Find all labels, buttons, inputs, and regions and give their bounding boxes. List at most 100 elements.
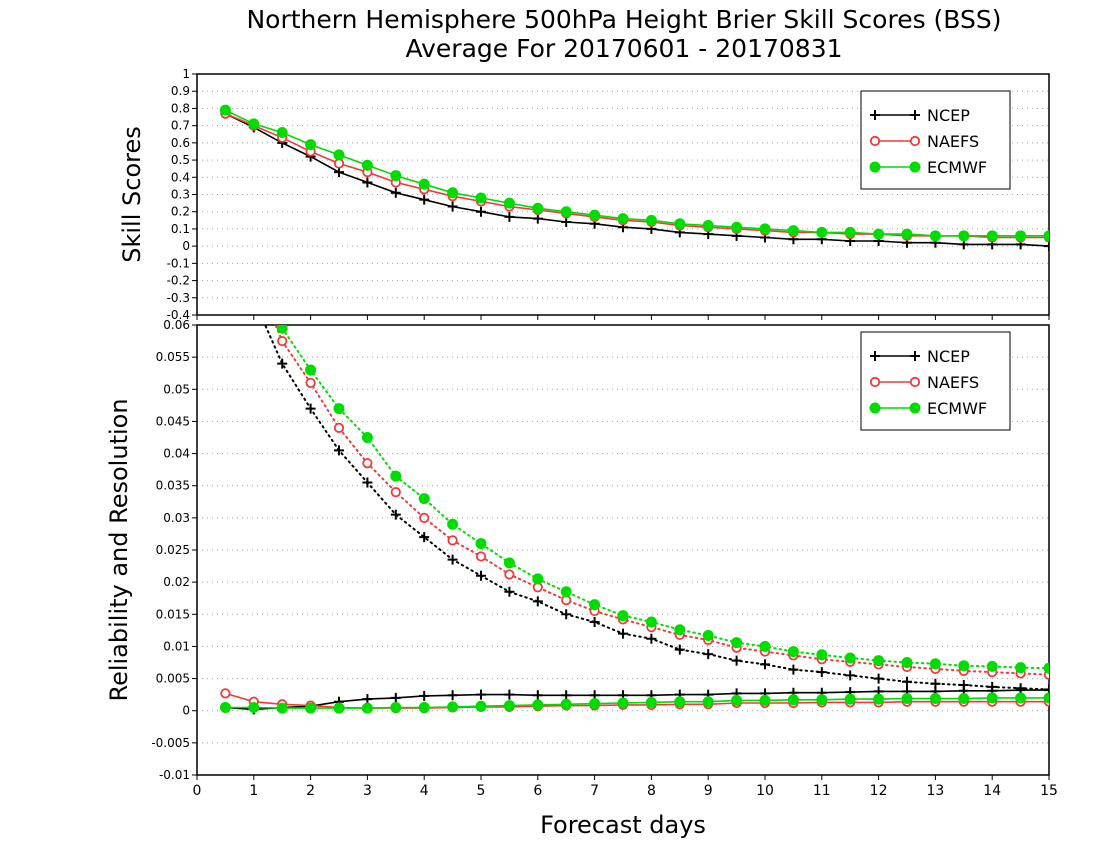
legend-marker — [870, 351, 880, 361]
legend: NCEP NAEFS ECMWF — [860, 331, 1011, 431]
series-ncep-resolution-point — [305, 403, 316, 414]
series-ncep-resolution-point — [334, 445, 344, 456]
series-ecmwf-point — [248, 118, 260, 130]
series-ncep-resolution-point — [362, 477, 373, 488]
series-ecmwf-reliability-point — [219, 702, 231, 713]
y-tick-label: 0.05 — [163, 382, 190, 396]
series-ncep-resolution-point — [277, 358, 288, 369]
series-naefs-resolution-point — [419, 512, 430, 523]
series-ncep-point — [362, 177, 373, 188]
series-ecmwf-reliability-point — [447, 701, 459, 713]
y-tick-label: 0.8 — [171, 101, 190, 115]
series-ncep-resolution-point — [532, 596, 543, 607]
y-tick-label: 0.015 — [156, 607, 190, 621]
series-ecmwf-point — [816, 226, 828, 238]
series-ecmwf-resolution-point — [333, 403, 345, 415]
legend-marker — [869, 135, 881, 147]
x-tick-label: 10 — [756, 783, 774, 799]
series-naefs-resolution-point — [390, 487, 401, 498]
plot-area — [219, 325, 1049, 715]
series-ecmwf-reliability-line — [225, 697, 1049, 709]
series-ecmwf-point — [958, 230, 970, 242]
series-ecmwf-resolution-point — [645, 616, 657, 628]
y-tick-label: 0.6 — [171, 136, 190, 150]
series-ecmwf-resolution-point — [560, 586, 572, 598]
legend-label-ecmwf: ECMWF — [927, 158, 987, 177]
series-ecmwf-reliability-point — [731, 694, 743, 706]
series-ecmwf-point — [1043, 230, 1049, 242]
series-ncep-resolution-point — [618, 628, 628, 639]
y-tick-label: -0.2 — [167, 274, 190, 288]
series-naefs-resolution-point — [333, 422, 345, 433]
series-ncep-point — [476, 206, 486, 217]
y-tick-label: 0.025 — [156, 543, 190, 557]
series-ecmwf-reliability-point — [674, 696, 686, 708]
series-ncep-reliability-point — [419, 690, 430, 701]
legend-marker — [909, 402, 921, 414]
y-tick-label: -0.1 — [167, 256, 190, 270]
y-tick-label: 0.035 — [156, 479, 190, 493]
series-ncep-point — [447, 201, 458, 212]
legend-label-ncep: NCEP — [927, 106, 970, 125]
x-tick-label: 13 — [926, 783, 944, 799]
y-tick-label: 0.9 — [171, 84, 190, 98]
y-tick-label: 0.06 — [163, 318, 190, 332]
x-tick-label: 6 — [533, 783, 542, 799]
series-ecmwf-point — [447, 187, 459, 199]
x-tick-label: 0 — [193, 783, 202, 799]
legend-label-ecmwf: ECMWF — [927, 399, 987, 418]
x-tick-label: 12 — [870, 783, 888, 799]
y-tick-label: 0 — [182, 239, 190, 253]
series-ecmwf-resolution-point — [929, 658, 941, 670]
legend: NCEP NAEFS ECMWF — [860, 90, 1011, 190]
series-ecmwf-resolution-point — [986, 660, 998, 672]
series-naefs-resolution-point — [277, 335, 288, 347]
series-ncep-reliability-point — [1044, 685, 1049, 696]
y-tick-label: 0 — [182, 704, 190, 718]
chart-title: Northern Hemisphere 500hPa Height Brier … — [246, 5, 1001, 34]
series-ncep-reliability-point — [390, 692, 401, 703]
series-ecmwf-resolution-point — [589, 599, 601, 611]
series-ecmwf-reliability-point — [361, 702, 373, 714]
x-tick-label: 8 — [647, 783, 656, 799]
series-naefs-resolution-point — [305, 377, 316, 388]
series-ncep-reliability-line — [225, 689, 1049, 711]
series-ncep-resolution-point — [646, 633, 657, 644]
series-ecmwf-point — [787, 225, 799, 237]
legend-box — [860, 331, 1011, 431]
series-ecmwf-resolution-point — [390, 470, 402, 482]
series-ecmwf-resolution-point — [503, 557, 515, 569]
y-axis-label: Reliability and Resolution — [105, 398, 133, 701]
y-tick-label: -0.005 — [151, 736, 190, 750]
series-ecmwf-resolution-point — [361, 432, 373, 443]
series-ecmwf-point — [333, 149, 345, 161]
y-tick-label: -0.01 — [159, 768, 190, 782]
series-ecmwf-point — [645, 214, 657, 226]
series-ecmwf-resolution-point — [731, 637, 743, 649]
series-ncep-resolution-point — [447, 554, 458, 565]
series-ecmwf-resolution-point — [276, 325, 288, 334]
legend-marker — [870, 110, 880, 120]
series-ecmwf-reliability-point — [844, 693, 856, 705]
legend-marker — [910, 110, 920, 120]
series-ecmwf-reliability-point — [901, 693, 913, 704]
top-panel-skill-scores: -0.4 -0.3 -0.2 -0.1 0 0.1 0.2 0.3 0.4 0.5 0.6 0.7 0.… — [118, 67, 1050, 322]
series-ecmwf-point — [731, 221, 743, 233]
series-ecmwf-resolution-point — [305, 364, 317, 376]
series-ncep-point — [532, 213, 543, 224]
x-tick-label: 5 — [477, 783, 486, 799]
series-ecmwf-point — [617, 213, 629, 225]
x-tick-label: 11 — [813, 783, 831, 799]
series-ecmwf-point — [219, 104, 231, 116]
series-ecmwf-resolution-point — [873, 655, 885, 667]
series-ecmwf-resolution-point — [418, 493, 430, 505]
series-ecmwf-reliability-point — [873, 693, 885, 705]
series-ncep-reliability-point — [476, 689, 486, 700]
series-ecmwf-point — [986, 230, 998, 242]
legend-label-naefs: NAEFS — [927, 373, 979, 392]
x-tick-label: 9 — [704, 783, 713, 799]
series-ecmwf-reliability-point — [276, 702, 288, 714]
series-ecmwf-point — [390, 170, 402, 182]
